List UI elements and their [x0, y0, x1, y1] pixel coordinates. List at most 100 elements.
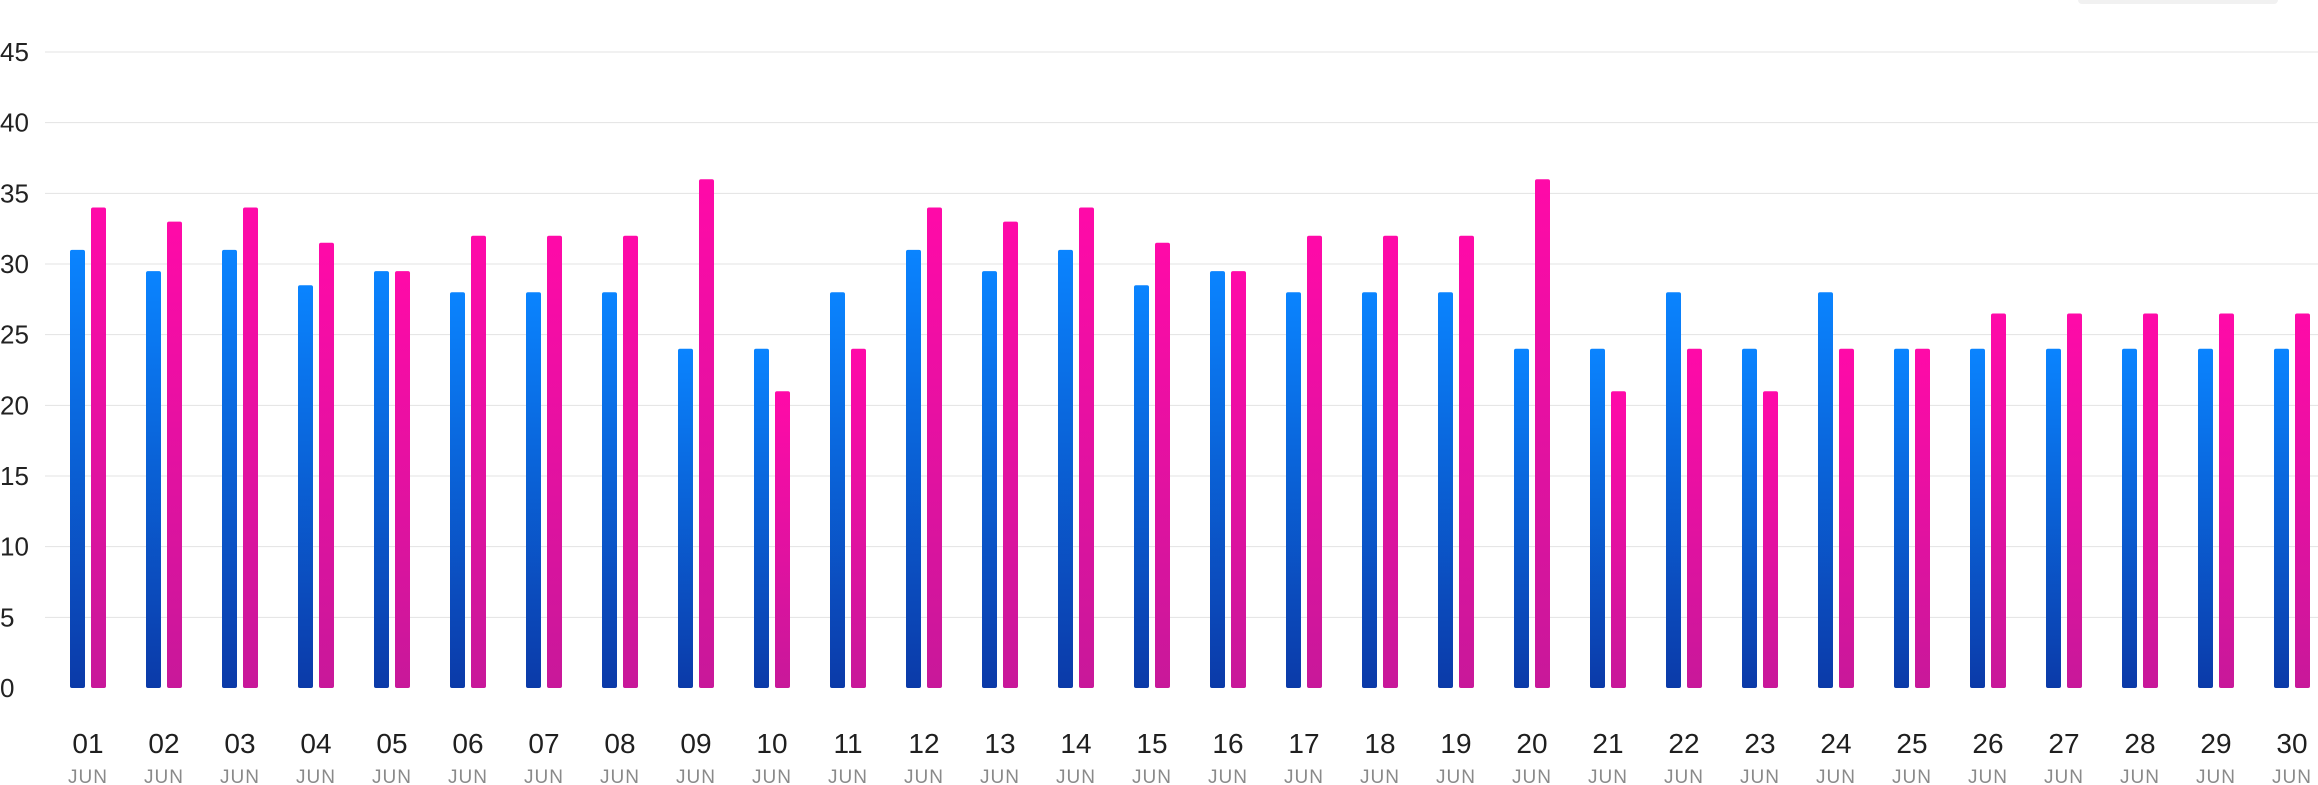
bar-series-2-21[interactable]	[1611, 391, 1626, 688]
x-tick-month-label: JUN	[1892, 767, 1932, 785]
bar-series-2-02[interactable]	[167, 221, 182, 688]
bar-series-1-15[interactable]	[1134, 285, 1149, 688]
bar-series-1-18[interactable]	[1362, 292, 1377, 688]
x-tick-day-label: 22	[1668, 728, 1699, 759]
x-tick-month-label: JUN	[144, 767, 184, 785]
bar-series-2-30[interactable]	[2295, 313, 2310, 688]
bar-series-1-30[interactable]	[2274, 348, 2289, 688]
x-tick-day-label: 25	[1896, 728, 1927, 759]
x-tick-day-label: 07	[528, 728, 559, 759]
x-tick-day-label: 01	[72, 728, 103, 759]
bar-series-2-28[interactable]	[2143, 313, 2158, 688]
bar-series-2-03[interactable]	[243, 207, 258, 688]
x-tick-day-label: 15	[1136, 728, 1167, 759]
x-tick-day-label: 29	[2200, 728, 2231, 759]
grid-lines	[45, 51, 2318, 618]
bar-series-2-17[interactable]	[1307, 235, 1322, 688]
bar-series-2-05[interactable]	[395, 271, 410, 688]
x-tick-day-label: 03	[224, 728, 255, 759]
x-tick-month-label: JUN	[2196, 767, 2236, 785]
corner-tab	[2078, 0, 2278, 4]
bar-series-1-02[interactable]	[146, 271, 161, 688]
x-tick-month-label: JUN	[1512, 767, 1552, 785]
bar-series-1-04[interactable]	[298, 285, 313, 688]
x-tick-month-label: JUN	[2272, 767, 2312, 785]
bar-series-2-19[interactable]	[1459, 235, 1474, 688]
bar-series-2-13[interactable]	[1003, 221, 1018, 688]
x-tick-day-label: 09	[680, 728, 711, 759]
x-tick-month-label: JUN	[1816, 767, 1856, 785]
x-tick-month-label: JUN	[1056, 767, 1096, 785]
bar-series-1-14[interactable]	[1058, 249, 1073, 688]
bar-series-2-08[interactable]	[623, 235, 638, 688]
x-tick-day-label: 23	[1744, 728, 1775, 759]
y-tick-label: 20	[0, 390, 29, 420]
bar-series-1-13[interactable]	[982, 271, 997, 688]
x-tick-month-label: JUN	[1664, 767, 1704, 785]
bar-series-1-16[interactable]	[1210, 271, 1225, 688]
y-tick-label: 15	[0, 461, 29, 491]
bar-series-1-11[interactable]	[830, 292, 845, 688]
bar-series-2-09[interactable]	[699, 179, 714, 688]
bar-series-2-14[interactable]	[1079, 207, 1094, 688]
bar-series-2-10[interactable]	[775, 391, 790, 688]
bar-series-1-28[interactable]	[2122, 348, 2137, 688]
bar-series-2-12[interactable]	[927, 207, 942, 688]
bar-series-2-16[interactable]	[1231, 271, 1246, 688]
bar-series-1-01[interactable]	[70, 249, 85, 688]
bar-series-1-05[interactable]	[374, 271, 389, 688]
x-tick-month-label: JUN	[220, 767, 260, 785]
bar-series-2-23[interactable]	[1763, 391, 1778, 688]
bar-series-1-27[interactable]	[2046, 348, 2061, 688]
x-tick-day-label: 08	[604, 728, 635, 759]
bar-series-2-01[interactable]	[91, 207, 106, 688]
y-tick-label: 40	[0, 108, 29, 138]
x-tick-day-label: 12	[908, 728, 939, 759]
x-axis-ticks: 01 JUN 02 JUN 03 JUN 04 JUN 05 JUN 06 JUN 07 JUN 08 JUN…	[68, 728, 2312, 785]
bar-series-1-29[interactable]	[2198, 348, 2213, 688]
x-tick-month-label: JUN	[524, 767, 564, 785]
y-axis-ticks: 0 5 10 15 20 25 30 35 40 45	[0, 37, 29, 703]
bar-series-1-17[interactable]	[1286, 292, 1301, 688]
bar-series-1-21[interactable]	[1590, 348, 1605, 688]
x-tick-month-label: JUN	[904, 767, 944, 785]
bar-series-2-24[interactable]	[1839, 348, 1854, 688]
x-tick-month-label: JUN	[1436, 767, 1476, 785]
bar-series-1-09[interactable]	[678, 348, 693, 688]
bar-series-2-27[interactable]	[2067, 313, 2082, 688]
bar-series-1-03[interactable]	[222, 249, 237, 688]
bar-series-2-06[interactable]	[471, 235, 486, 688]
bar-series-2-20[interactable]	[1535, 179, 1550, 688]
bar-series-1-06[interactable]	[450, 292, 465, 688]
x-tick-day-label: 10	[756, 728, 787, 759]
x-tick-day-label: 30	[2276, 728, 2307, 759]
bar-series-1-23[interactable]	[1742, 348, 1757, 688]
bar-series-2-25[interactable]	[1915, 348, 1930, 688]
bar-series-2-22[interactable]	[1687, 348, 1702, 688]
bar-series-1-10[interactable]	[754, 348, 769, 688]
x-tick-month-label: JUN	[1284, 767, 1324, 785]
x-tick-day-label: 18	[1364, 728, 1395, 759]
bar-series-2-04[interactable]	[319, 242, 334, 689]
bar-series-1-19[interactable]	[1438, 292, 1453, 688]
bar-series-1-26[interactable]	[1970, 348, 1985, 688]
x-tick-day-label: 17	[1288, 728, 1319, 759]
bar-series-2-26[interactable]	[1991, 313, 2006, 688]
bar-series-1-20[interactable]	[1514, 348, 1529, 688]
bar-series-2-11[interactable]	[851, 348, 866, 688]
bar-series-1-25[interactable]	[1894, 348, 1909, 688]
bar-series-2-18[interactable]	[1383, 235, 1398, 688]
x-tick-day-label: 27	[2048, 728, 2079, 759]
bar-series-2-15[interactable]	[1155, 242, 1170, 689]
x-tick-day-label: 06	[452, 728, 483, 759]
bar-series-1-12[interactable]	[906, 249, 921, 688]
bar-series-1-24[interactable]	[1818, 292, 1833, 688]
bar-series-2-07[interactable]	[547, 235, 562, 688]
bar-series-1-07[interactable]	[526, 292, 541, 688]
bar-series-2-29[interactable]	[2219, 313, 2234, 688]
bar-series-1-22[interactable]	[1666, 292, 1681, 688]
y-tick-label: 0	[0, 673, 14, 703]
x-tick-month-label: JUN	[980, 767, 1020, 785]
bar-series-1-08[interactable]	[602, 292, 617, 688]
x-tick-month-label: JUN	[1968, 767, 2008, 785]
